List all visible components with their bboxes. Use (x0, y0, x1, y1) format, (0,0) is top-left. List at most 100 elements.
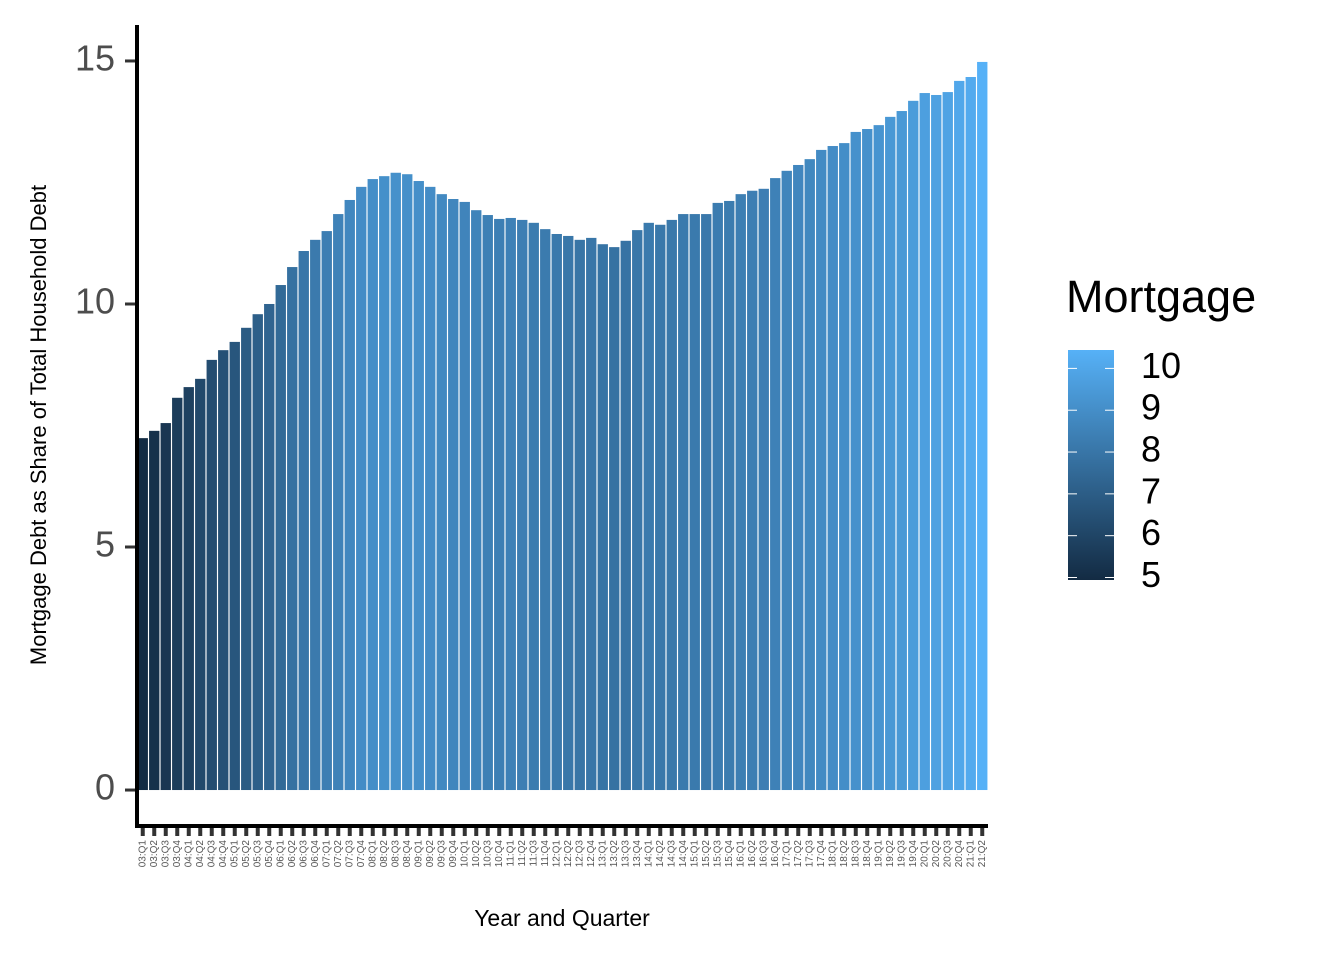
x-tick-label: 19:Q2 (885, 840, 896, 868)
bar (344, 199, 355, 791)
bar (724, 200, 735, 791)
legend-label: 6 (1141, 512, 1161, 553)
x-tick-label: 15:Q3 (712, 840, 723, 868)
bar (701, 214, 712, 791)
x-tick-label: 09:Q2 (425, 840, 436, 868)
x-tick-label: 10:Q3 (482, 840, 493, 868)
bar (264, 303, 275, 791)
bar (402, 174, 413, 791)
bar (241, 327, 252, 791)
bar (965, 77, 976, 791)
x-tick-label: 14:Q2 (655, 840, 666, 868)
bar (896, 111, 907, 791)
bar (862, 129, 873, 791)
legend-label: 7 (1141, 470, 1161, 511)
bar (505, 217, 516, 791)
bar (954, 80, 965, 791)
bar (195, 378, 206, 791)
x-tick-label: 07:Q4 (356, 840, 367, 868)
x-tick-label: 16:Q3 (758, 840, 769, 868)
bar (942, 92, 953, 791)
x-tick-label: 14:Q1 (643, 840, 654, 868)
x-tick-label: 03:Q4 (172, 840, 183, 868)
x-tick-label: 03:Q2 (149, 840, 160, 868)
x-tick-label: 07:Q1 (321, 840, 332, 868)
x-tick-label: 21:Q2 (977, 840, 988, 868)
x-tick-label: 13:Q1 (597, 840, 608, 868)
y-tick-label: 15 (75, 37, 115, 78)
bar (367, 179, 378, 791)
x-tick-label: 03:Q1 (137, 840, 148, 868)
x-tick-label: 12:Q4 (586, 840, 597, 868)
bar (620, 240, 631, 791)
x-tick-label: 19:Q1 (873, 840, 884, 868)
x-tick-label: 17:Q1 (781, 840, 792, 868)
x-tick-label: 05:Q4 (264, 840, 275, 868)
bar (160, 423, 171, 791)
bar (586, 237, 597, 791)
bar (436, 194, 447, 791)
x-tick-label: 19:Q4 (908, 840, 919, 868)
bar (333, 214, 344, 791)
bar (643, 222, 654, 791)
x-tick-label: 05:Q1 (229, 840, 240, 868)
bar (563, 235, 574, 791)
bar (827, 146, 838, 791)
x-tick-label: 15:Q4 (724, 840, 735, 868)
bar (172, 397, 183, 791)
legend-label: 10 (1141, 345, 1181, 386)
x-tick-label: 21:Q1 (965, 840, 976, 868)
x-tick-label: 12:Q2 (563, 840, 574, 868)
x-tick-label: 06:Q1 (275, 840, 286, 868)
x-tick-label: 08:Q1 (367, 840, 378, 868)
bar (229, 341, 240, 791)
x-tick-label: 20:Q2 (931, 840, 942, 868)
bar (574, 239, 585, 791)
bar (793, 164, 804, 791)
legend-label: 5 (1141, 554, 1161, 595)
colorbar (1068, 350, 1114, 580)
bar (390, 172, 401, 791)
bar (149, 430, 160, 791)
bar (781, 170, 792, 791)
x-tick-label: 08:Q2 (379, 840, 390, 868)
x-tick-label: 13:Q2 (609, 840, 620, 868)
bar (632, 230, 643, 791)
bar (482, 215, 493, 791)
bar (137, 438, 148, 791)
x-tick-label: 18:Q2 (839, 840, 850, 868)
x-tick-label: 11:Q4 (540, 840, 551, 867)
bar (459, 201, 470, 791)
x-tick-label: 18:Q4 (862, 840, 873, 868)
bar (310, 239, 321, 791)
x-tick-label: 19:Q3 (896, 840, 907, 868)
bar (735, 194, 746, 791)
bar (885, 116, 896, 791)
x-tick-label: 16:Q1 (735, 840, 746, 868)
x-tick-label: 18:Q3 (850, 840, 861, 868)
x-axis-title: Year and Quarter (474, 905, 650, 931)
x-tick-label: 05:Q3 (252, 840, 263, 868)
y-tick-label: 10 (75, 281, 115, 322)
bar (183, 387, 194, 791)
x-tick-label: 05:Q2 (241, 840, 252, 868)
bar (425, 186, 436, 791)
x-tick-label: 04:Q2 (195, 840, 206, 868)
x-tick-label: 14:Q4 (678, 840, 689, 868)
bar (655, 224, 666, 791)
bar (758, 188, 769, 791)
bar (287, 267, 298, 791)
x-tick-label: 04:Q4 (218, 840, 229, 868)
x-tick-label: 18:Q1 (827, 840, 838, 868)
bar (356, 186, 367, 791)
x-tick-label: 07:Q2 (333, 840, 344, 868)
x-tick-label: 04:Q3 (206, 840, 217, 868)
bar (517, 219, 528, 791)
x-tick-label: 12:Q1 (551, 840, 562, 868)
x-tick-label: 09:Q4 (448, 840, 459, 868)
x-tick-label: 20:Q1 (919, 840, 930, 868)
bar (494, 218, 505, 791)
x-tick-label: 16:Q4 (770, 840, 781, 868)
x-tick-label: 13:Q3 (620, 840, 631, 868)
